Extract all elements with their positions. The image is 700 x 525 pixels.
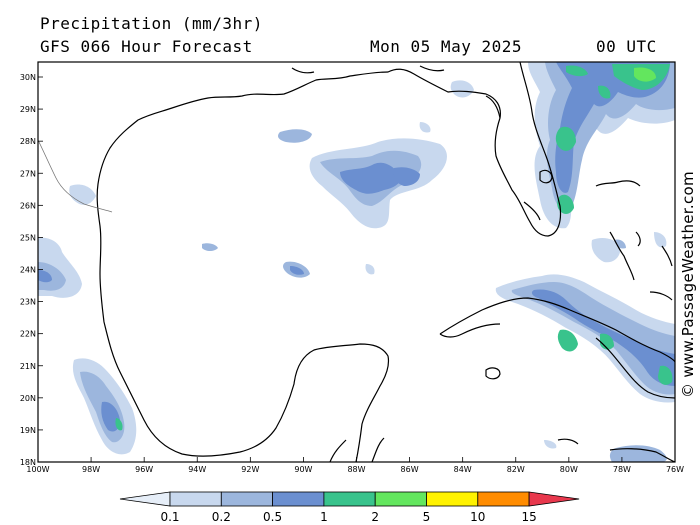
precip-area	[38, 270, 52, 283]
legend-swatch	[169, 491, 222, 507]
latitude-label: 22N	[20, 330, 36, 339]
axis-ticks	[37, 76, 676, 463]
precip-area	[101, 401, 120, 432]
longitude-axis: 100W 98W 96W 94W 92W 90W 88W 86W 84W 82W 80W 78W 76W	[26, 465, 684, 474]
latitude-label: 30N	[20, 73, 36, 82]
longitude-label: 80W	[560, 465, 578, 474]
latitude-label: 26N	[20, 201, 36, 210]
precip-area	[340, 162, 401, 194]
precip-area	[609, 445, 667, 462]
legend-swatch	[528, 491, 580, 507]
legend-label: 0.1	[160, 510, 179, 524]
honduras-coast	[609, 448, 675, 462]
longitude-label: 98W	[82, 465, 100, 474]
forecast-label: GFS 066 Hour Forecast	[40, 37, 253, 56]
precip-area	[544, 440, 557, 449]
precip-area	[393, 167, 420, 186]
latitude-label: 28N	[20, 137, 36, 146]
valid-date: Mon 05 May 2025	[370, 37, 522, 56]
precip-area	[557, 329, 578, 352]
longitude-label: 100W	[26, 465, 49, 474]
legend-label: 15	[521, 510, 536, 524]
legend-swatch	[272, 491, 325, 507]
precip-area	[202, 243, 218, 251]
latitude-label: 24N	[20, 266, 36, 275]
precip-area	[69, 184, 96, 205]
coast-detail	[291, 65, 541, 221]
legend-label: 0.5	[263, 510, 282, 524]
legend-swatch	[477, 491, 530, 507]
longitude-label: 92W	[241, 465, 259, 474]
latitude-label: 20N	[20, 394, 36, 403]
longitude-label: 78W	[613, 465, 631, 474]
jamaica-outline	[557, 438, 579, 445]
legend-label: 5	[423, 510, 431, 524]
longitude-label: 76W	[666, 465, 684, 474]
precipitation-legend: 0.1 0.2 0.5 1 2 5 10 15	[119, 491, 580, 524]
latitude-label: 23N	[20, 298, 36, 307]
precip-area	[557, 194, 574, 214]
precip-area	[555, 62, 670, 193]
longitude-label: 96W	[135, 465, 153, 474]
legend-swatch	[220, 491, 274, 507]
latitude-label: 27N	[20, 169, 36, 178]
precip-area	[290, 266, 304, 275]
legend-swatch	[426, 491, 479, 507]
latitude-label: 21N	[20, 362, 36, 371]
longitude-label: 90W	[294, 465, 312, 474]
precip-area	[531, 289, 675, 386]
legend-label: 2	[371, 510, 379, 524]
longitude-label: 84W	[454, 465, 472, 474]
precip-area	[634, 67, 656, 82]
precip-area	[654, 232, 667, 248]
cuba-outline	[439, 297, 675, 380]
hispaniola-outline	[595, 337, 675, 399]
precip-area	[511, 282, 675, 395]
legend-swatch	[374, 491, 427, 507]
map-title: Precipitation (mm/3hr)	[40, 14, 263, 33]
legend-label: 1	[320, 510, 328, 524]
longitude-label: 82W	[507, 465, 525, 474]
legend-swatch	[119, 491, 171, 507]
precip-area	[658, 365, 673, 385]
precip-area	[614, 239, 626, 249]
valid-time: 00 UTC	[596, 37, 657, 56]
gulf-coastline	[96, 62, 562, 462]
precip-area	[38, 262, 66, 291]
latitude-label: 25N	[20, 233, 36, 242]
latitude-axis: 30N 29N 28N 27N 26N 25N 24N 23N 22N 21N 20N 19N 18N	[20, 73, 36, 467]
precip-area	[591, 238, 621, 263]
longitude-label: 86W	[401, 465, 419, 474]
lake-okeechobee	[539, 169, 553, 184]
precip-area	[419, 122, 431, 133]
longitude-label: 94W	[188, 465, 206, 474]
precip-area	[566, 65, 588, 77]
coastline	[96, 62, 675, 462]
precip-area	[495, 274, 675, 403]
latitude-label: 19N	[20, 426, 36, 435]
yucatan-outline	[329, 437, 385, 462]
legend-label: 10	[470, 510, 485, 524]
legend-label: 0.2	[212, 510, 231, 524]
precip-area	[555, 126, 576, 151]
precip-area	[450, 80, 474, 98]
copyright-credit: © www.PassageWeather.com	[679, 171, 697, 398]
bahamas-outline	[595, 180, 673, 301]
legend-swatch	[323, 491, 376, 507]
precip-area	[278, 129, 312, 143]
precip-area	[365, 264, 375, 275]
precipitation-field	[38, 62, 675, 462]
longitude-label: 88W	[347, 465, 365, 474]
border-line	[38, 139, 113, 213]
precip-area	[598, 85, 611, 99]
latitude-label: 18N	[20, 458, 36, 467]
precip-area	[115, 418, 123, 431]
latitude-label: 29N	[20, 105, 36, 114]
